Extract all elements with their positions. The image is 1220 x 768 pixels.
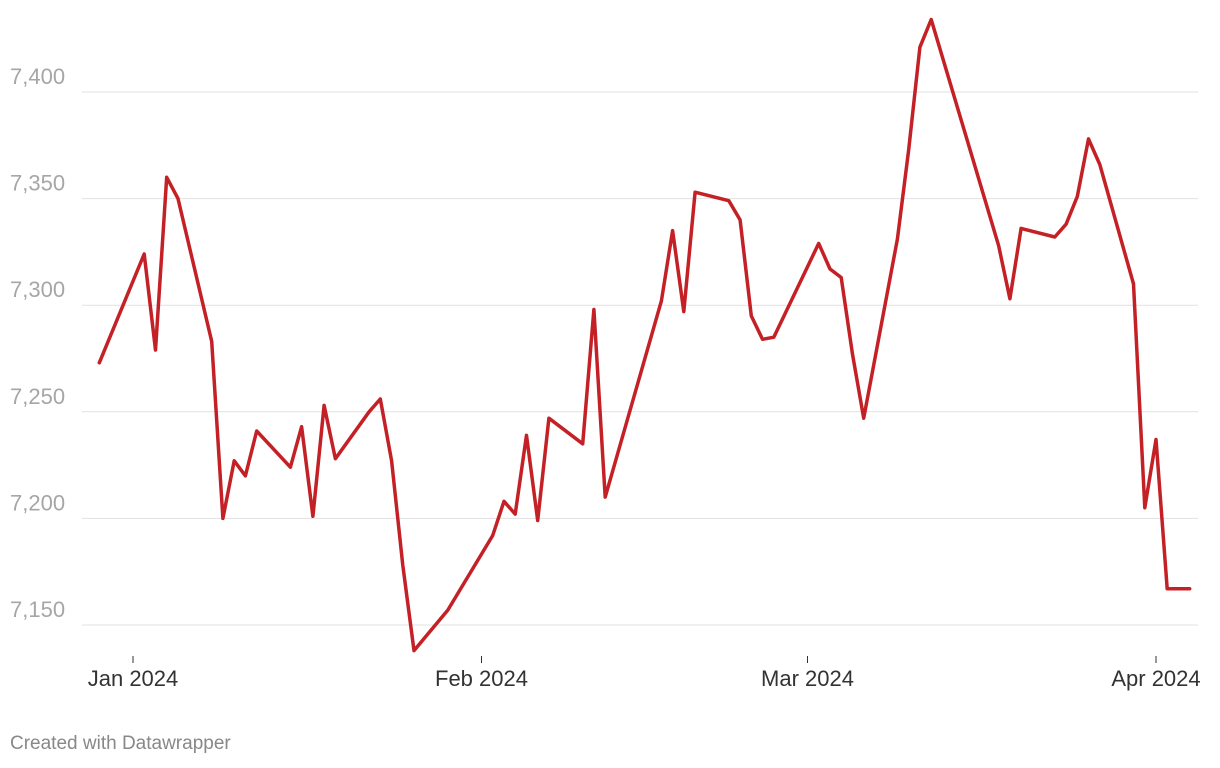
x-tick-label: Mar 2024 [761, 666, 854, 691]
line-chart: 7,150 7,200 7,250 7,300 7,350 7,400 Jan 2024 F… [10, 17, 1201, 691]
x-axis: Jan 2024 Feb 2024 Mar 2024 Apr 2024 [88, 656, 1201, 691]
y-gridlines [82, 91, 1198, 626]
credit-text: Created with Datawrapper [10, 733, 231, 754]
y-tick-label: 7,350 [10, 171, 65, 196]
x-tick-label: Jan 2024 [88, 666, 179, 691]
x-tick-label: Feb 2024 [435, 666, 528, 691]
series-lines [97, 17, 1192, 653]
x-tick-label: Apr 2024 [1111, 666, 1200, 691]
series-line [97, 17, 1192, 653]
y-tick-label: 7,400 [10, 64, 65, 89]
y-tick-label: 7,250 [10, 384, 65, 409]
y-tick-label: 7,300 [10, 277, 65, 302]
y-axis-tick-labels: 7,150 7,200 7,250 7,300 7,350 7,400 [10, 64, 65, 622]
y-tick-label: 7,200 [10, 490, 65, 515]
y-tick-label: 7,150 [10, 597, 65, 622]
